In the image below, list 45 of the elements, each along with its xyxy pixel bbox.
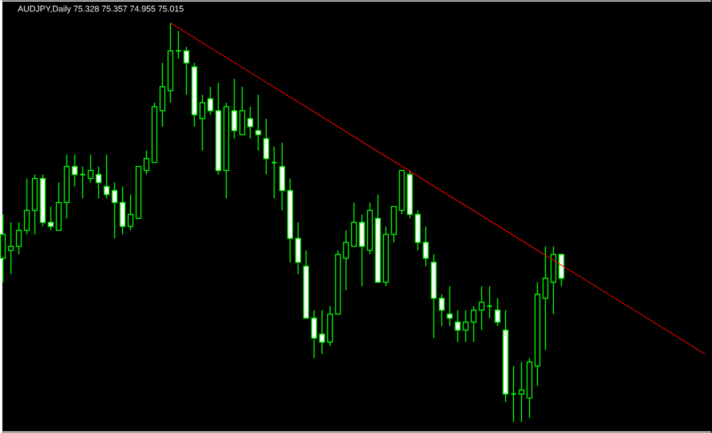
candlestick xyxy=(239,86,246,136)
candlestick xyxy=(72,154,78,188)
candlestick xyxy=(48,206,54,231)
candlestick xyxy=(144,150,150,176)
candlestick xyxy=(359,214,365,287)
candlestick xyxy=(80,166,86,200)
candlestick xyxy=(462,310,469,343)
candlestick xyxy=(112,182,118,239)
candlestick xyxy=(438,294,445,327)
candlestick xyxy=(542,246,548,351)
candlestick xyxy=(279,142,286,212)
candlestick xyxy=(16,222,22,255)
candlestick xyxy=(199,94,206,152)
candlestick xyxy=(271,146,278,200)
chart-title: AUDJPY,Daily 75.328 75.357 74.955 75.015 xyxy=(18,6,184,14)
candlestick xyxy=(510,366,517,422)
candlestick xyxy=(494,298,500,327)
candlestick xyxy=(120,186,126,235)
candlestick xyxy=(486,286,493,319)
candlestick xyxy=(184,46,190,96)
candlestick xyxy=(319,310,325,355)
candlestick xyxy=(207,86,214,116)
candlestick xyxy=(24,178,30,235)
candlestick xyxy=(96,166,102,200)
candlestick xyxy=(263,118,270,176)
candlestick xyxy=(311,310,317,359)
candlestick xyxy=(343,230,349,291)
candlestick xyxy=(351,202,357,247)
candlestick xyxy=(104,154,110,200)
candlestick xyxy=(446,286,453,327)
candlestick xyxy=(88,154,94,184)
candlestick xyxy=(8,222,14,275)
candlestick xyxy=(558,254,564,287)
candlestick xyxy=(454,310,461,343)
candlestick xyxy=(470,306,477,343)
candlestick xyxy=(128,194,134,231)
candlestick xyxy=(255,94,262,152)
candlestick xyxy=(518,362,524,422)
candlestick xyxy=(478,286,485,331)
candlestick xyxy=(160,62,166,128)
candlestick xyxy=(295,222,301,275)
candlestick xyxy=(175,30,182,60)
candlestick xyxy=(231,78,238,140)
candlestick xyxy=(247,106,254,140)
candlestick xyxy=(422,226,429,267)
